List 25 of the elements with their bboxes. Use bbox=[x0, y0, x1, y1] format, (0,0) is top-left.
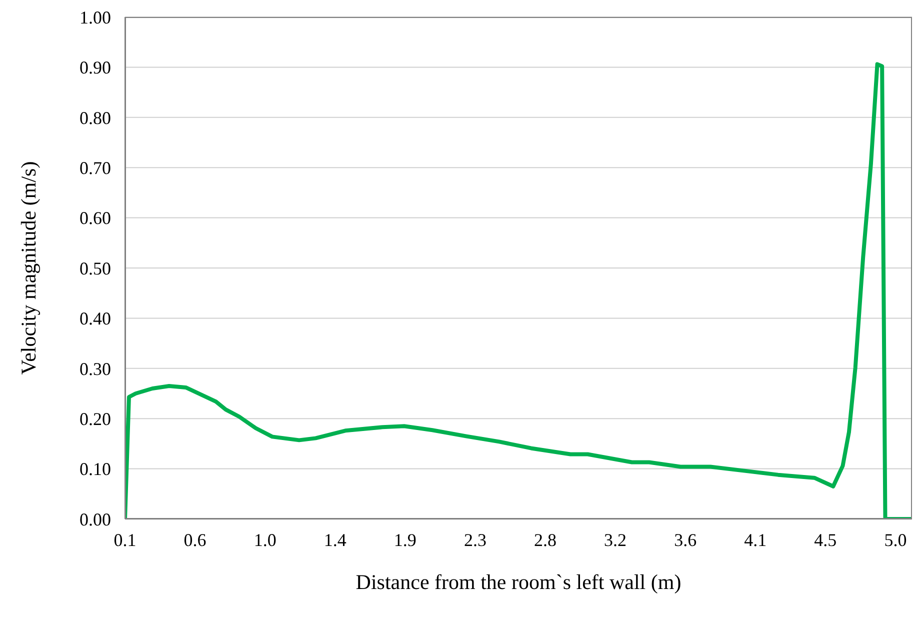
x-tick-label: 3.6 bbox=[674, 530, 697, 550]
x-tick-label: 4.5 bbox=[814, 530, 837, 550]
y-tick-label: 0.60 bbox=[80, 208, 111, 228]
y-tick-label: 0.40 bbox=[80, 308, 111, 329]
y-tick-label: 0.50 bbox=[80, 258, 111, 278]
y-tick-label: 0.20 bbox=[80, 408, 111, 429]
x-tick-label: 0.1 bbox=[114, 530, 136, 550]
y-tick-label: 0.30 bbox=[80, 358, 111, 379]
x-tick-label: 2.8 bbox=[534, 530, 556, 550]
x-tick-label: 1.9 bbox=[394, 530, 416, 550]
y-tick-label: 0.70 bbox=[80, 158, 111, 178]
y-tick-label: 0.90 bbox=[80, 58, 111, 78]
x-axis-title: Distance from the room`s left wall (m) bbox=[356, 570, 682, 594]
x-tick-label: 1.0 bbox=[254, 530, 276, 550]
x-tick-label: 3.2 bbox=[604, 530, 627, 550]
x-tick-label: 4.1 bbox=[744, 530, 767, 550]
y-tick-label: 0.10 bbox=[80, 459, 111, 480]
x-tick-label: 2.3 bbox=[464, 530, 486, 550]
y-axis-title: Velocity magnitude (m/s) bbox=[16, 161, 40, 375]
y-tick-label: 0.80 bbox=[80, 108, 111, 128]
y-tick-label: 1.00 bbox=[80, 7, 111, 28]
x-tick-label: 0.6 bbox=[184, 530, 206, 550]
x-tick-label: 1.4 bbox=[324, 530, 346, 550]
x-tick-label: 5.0 bbox=[884, 530, 907, 550]
y-tick-label: 0.00 bbox=[80, 509, 111, 530]
